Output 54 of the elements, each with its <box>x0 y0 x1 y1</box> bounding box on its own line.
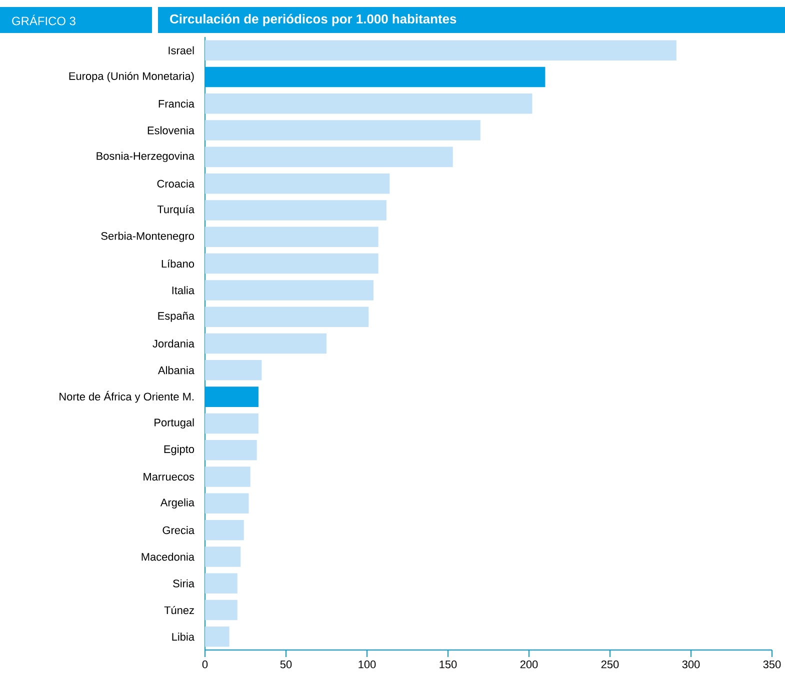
x-tick-label: 250 <box>601 660 619 668</box>
bar <box>205 466 250 487</box>
y-tick-label: Macedonia <box>142 552 194 561</box>
bar <box>205 360 262 380</box>
y-tick-label: Egipto <box>164 445 194 456</box>
bar <box>205 94 532 114</box>
y-tick-label: Grecia <box>162 526 195 534</box>
y-tick-label: Serbia-Montenegro <box>101 232 194 242</box>
bar <box>205 146 453 168</box>
bar <box>205 306 369 327</box>
y-tick-label: Siria <box>173 579 194 588</box>
bar <box>205 173 390 194</box>
y-tick-label: Libia <box>172 632 194 641</box>
bar <box>205 333 326 354</box>
bar <box>205 40 676 60</box>
y-tick-label: España <box>158 312 194 322</box>
y-tick-label: Túnez <box>164 606 194 614</box>
x-tick-label: 300 <box>682 660 700 668</box>
bar <box>205 626 230 647</box>
bar <box>205 226 378 248</box>
y-tick-label: Marruecos <box>144 472 194 481</box>
bar <box>205 413 258 434</box>
y-tick-label: Eslovenia <box>148 126 194 134</box>
y-tick-label: Croacia <box>157 180 194 188</box>
bar <box>205 573 238 594</box>
text: GRÁFICO 3 <box>12 14 76 26</box>
bar <box>205 200 386 220</box>
y-tick-label: Albania <box>158 366 194 374</box>
bar <box>205 253 378 274</box>
x-tick-label: 0 <box>202 660 208 668</box>
y-tick-label: Líbano <box>162 259 194 268</box>
bar <box>205 493 249 514</box>
y-tick-label: Italia <box>172 286 195 294</box>
y-tick-label: Turquía <box>157 205 195 216</box>
chart-title: Circulación de periódicos por 1.000 habitantes <box>170 14 456 26</box>
y-tick-label: Jordania <box>152 339 194 348</box>
bar <box>205 280 374 300</box>
x-tick-label: 50 <box>280 660 292 668</box>
bar <box>205 520 244 540</box>
y-tick-label: Norte de África y Oriente M. <box>60 390 194 403</box>
y-tick-label: Israel <box>168 46 194 54</box>
x-tick-label: 200 <box>520 660 538 668</box>
y-tick-label: Europa (Unión Monetaria) <box>69 72 194 82</box>
y-tick-label: Francia <box>158 100 194 108</box>
bar <box>205 440 257 460</box>
bar <box>205 546 241 567</box>
bar <box>205 120 480 140</box>
x-tick-label: 350 <box>763 660 781 668</box>
y-tick-label: Argelia <box>160 498 194 509</box>
x-tick-label: 100 <box>358 660 376 668</box>
x-tick-label: 150 <box>440 660 457 668</box>
y-tick-label: Bosnia-Herzegovina <box>96 152 194 162</box>
y-tick-label: Portugal <box>154 418 194 429</box>
bar <box>205 600 238 620</box>
